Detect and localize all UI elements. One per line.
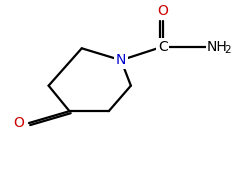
Text: O: O	[13, 116, 24, 130]
Text: C: C	[158, 40, 168, 54]
Text: N: N	[116, 53, 126, 67]
Text: 2: 2	[225, 45, 231, 55]
Text: O: O	[157, 4, 168, 18]
Text: NH: NH	[207, 40, 228, 54]
